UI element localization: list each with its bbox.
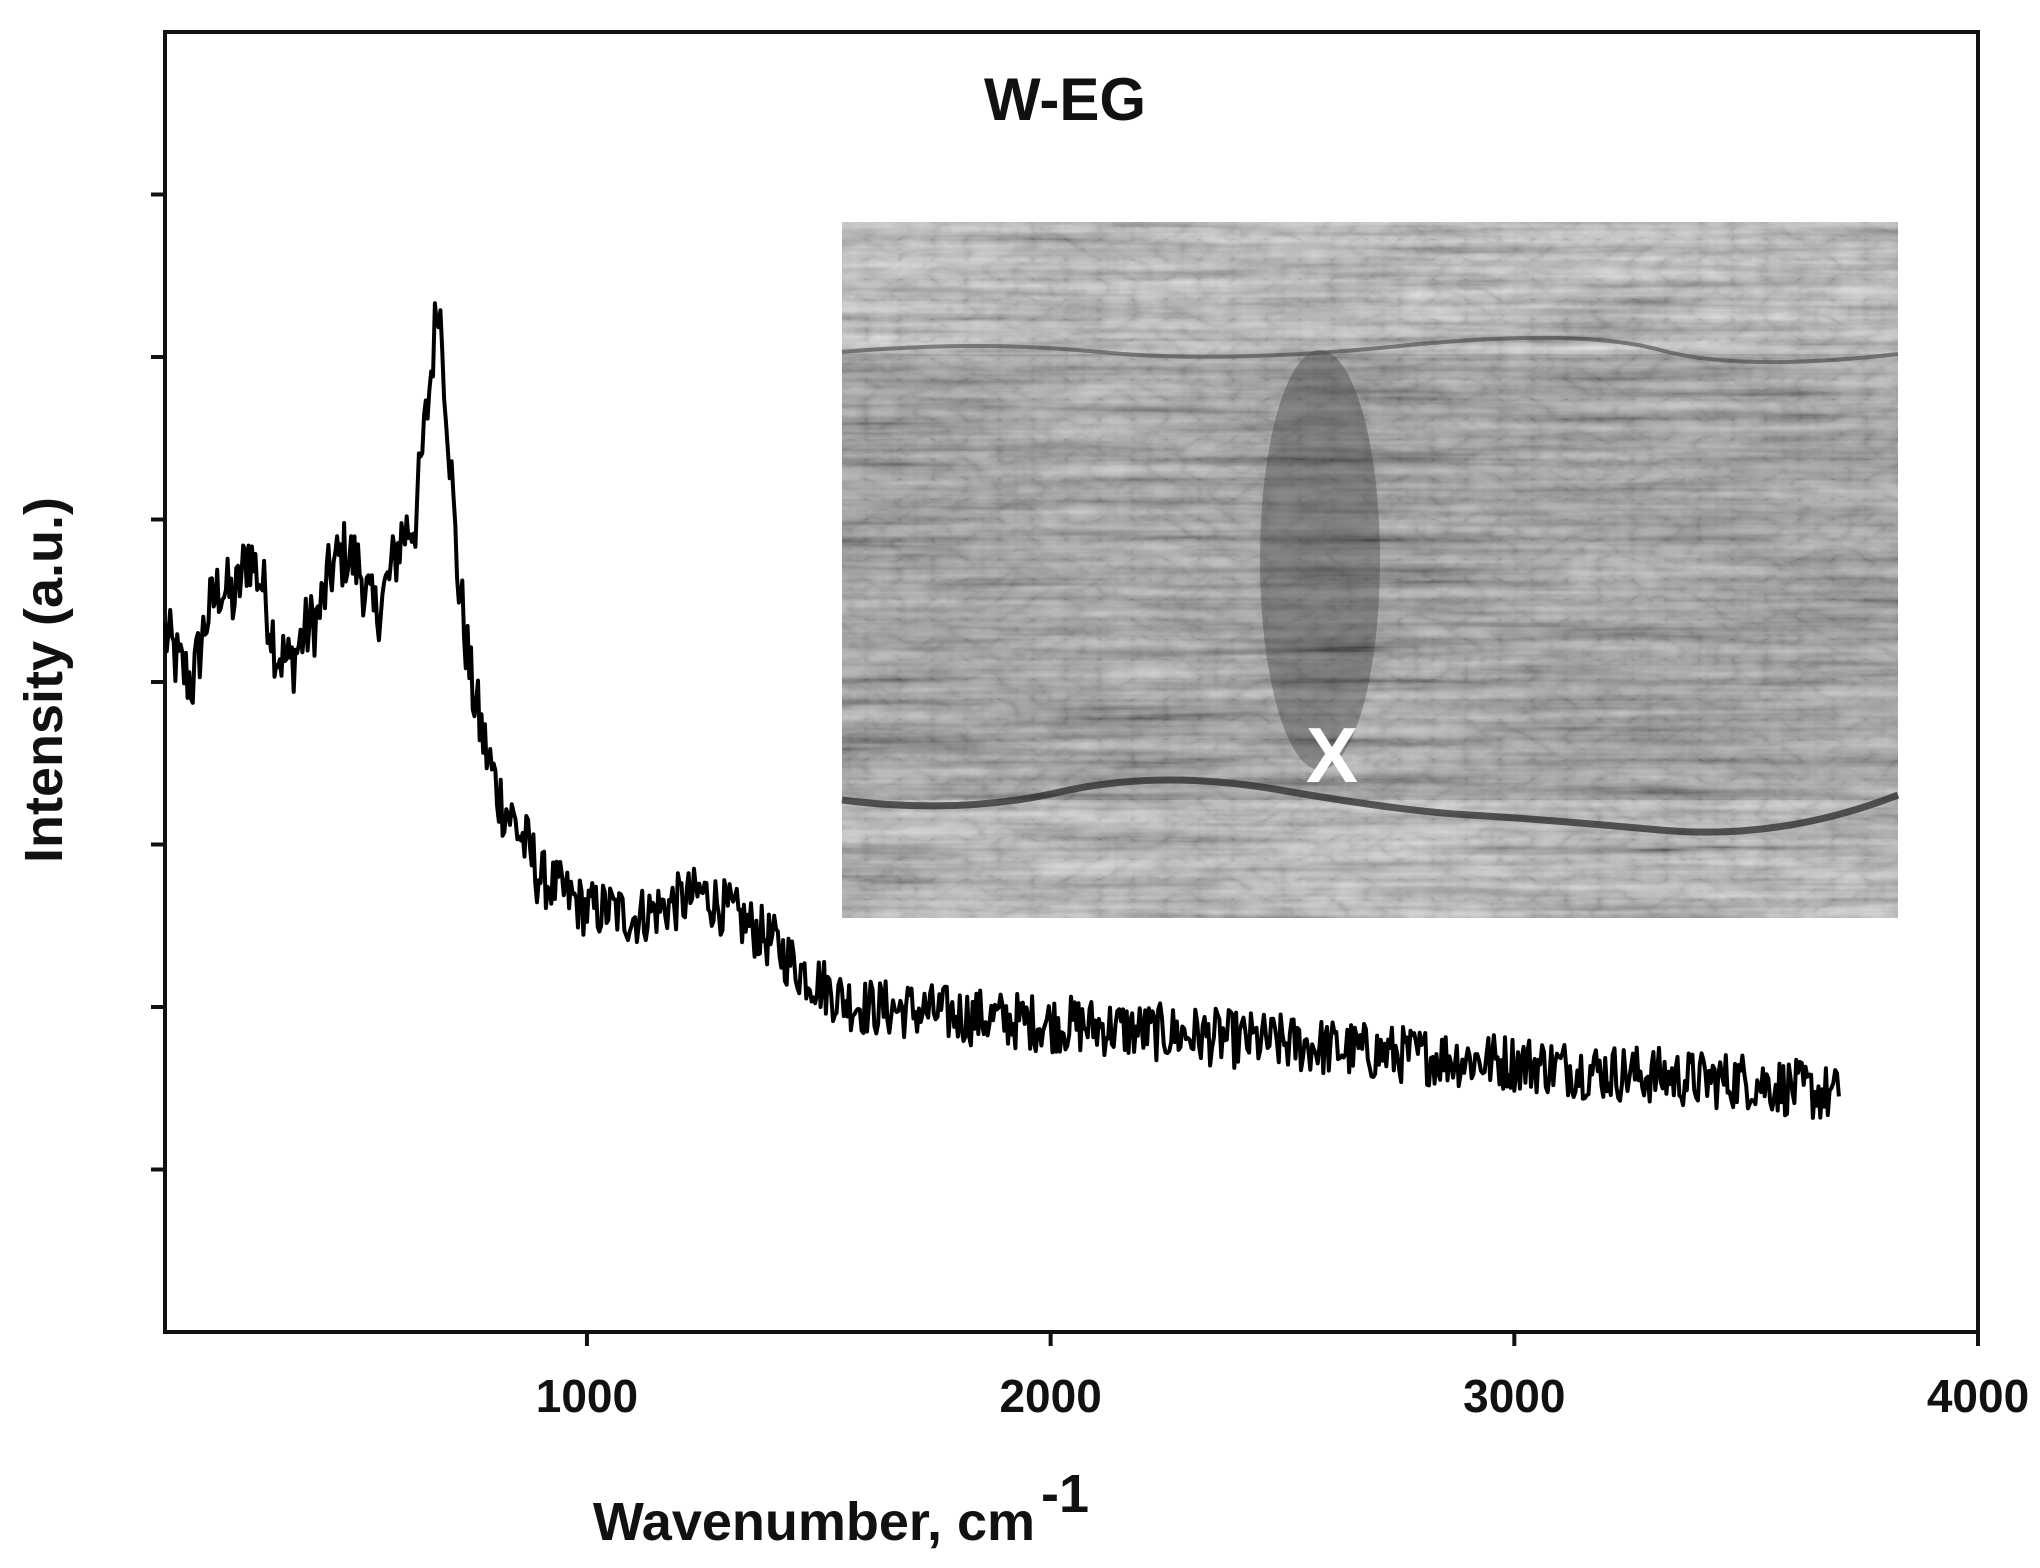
- x-tick-label: 3000: [1463, 1370, 1565, 1422]
- chart-title: W-EG: [984, 66, 1146, 133]
- spectrum-line: [163, 301, 1841, 1120]
- x-axis-title-superscript: -1: [1041, 1464, 1089, 1524]
- y-axis-ticks: [151, 192, 165, 1172]
- x-axis-title-text: Wavenumber, cm: [593, 1492, 1035, 1552]
- x-axis-title: Wavenumber, cm: [593, 1492, 1035, 1552]
- y-axis-title: Intensity (a.u.): [14, 497, 74, 863]
- x-tick-label: 1000: [536, 1370, 638, 1422]
- inset-micrograph: X: [841, 222, 1900, 918]
- x-axis-ticks: 1000 2000 3000 4000: [536, 1332, 2029, 1422]
- x-tick-label: 2000: [999, 1370, 1101, 1422]
- series-group: [163, 301, 1841, 1120]
- inset-spot-marker: X: [1306, 711, 1358, 799]
- x-tick-label: 4000: [1927, 1370, 2029, 1422]
- inset-lower-edge: [841, 776, 1900, 836]
- inset-dark-streak: [1260, 350, 1380, 770]
- inset-upper-edge: [841, 335, 1899, 365]
